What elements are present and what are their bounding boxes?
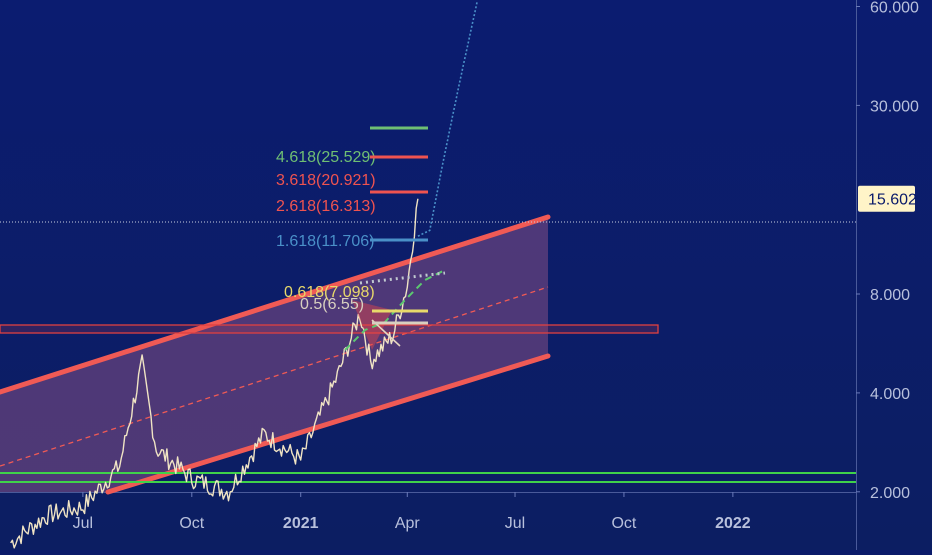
y-tick-label: 30.000 (870, 98, 919, 115)
fib-level-label: 1.618(11.706) (276, 233, 374, 250)
y-tick-label: 4.000 (870, 386, 910, 403)
x-tick-label: Jul (73, 515, 93, 532)
channel-midline (0, 286, 549, 467)
last-price-badge (858, 185, 915, 212)
channel-lower-line (105, 353, 551, 495)
resistance-zone (0, 324, 659, 334)
x-tick-label: Oct (611, 515, 636, 532)
y-tick-label: 8.000 (870, 287, 910, 304)
x-tick-label: 2021 (283, 515, 319, 532)
fib-level-label: 0.618(7.098) (284, 284, 375, 301)
y-tick-label: 60.000 (870, 0, 919, 17)
x-tick-label: 2022 (715, 515, 751, 532)
channel-fill (0, 217, 548, 492)
x-tick-label: Apr (395, 515, 421, 532)
y-tick-label: 2.000 (870, 485, 910, 502)
last-price-label: 15.602 (868, 192, 917, 209)
x-tick-label: Oct (179, 515, 204, 532)
projection-curve (417, 1, 478, 237)
trend-dotted-grey (359, 271, 446, 285)
price-series (10, 198, 419, 549)
channel-upper-line (0, 214, 551, 395)
fib-level-label: 3.618(20.921) (276, 172, 376, 189)
fib-level-label: 2.618(16.313) (276, 198, 376, 215)
x-tick-label: Jul (505, 515, 525, 532)
fib-level-label: 0.5(6.55) (300, 296, 364, 313)
fib-level-label: 4.618(25.529) (276, 149, 376, 166)
